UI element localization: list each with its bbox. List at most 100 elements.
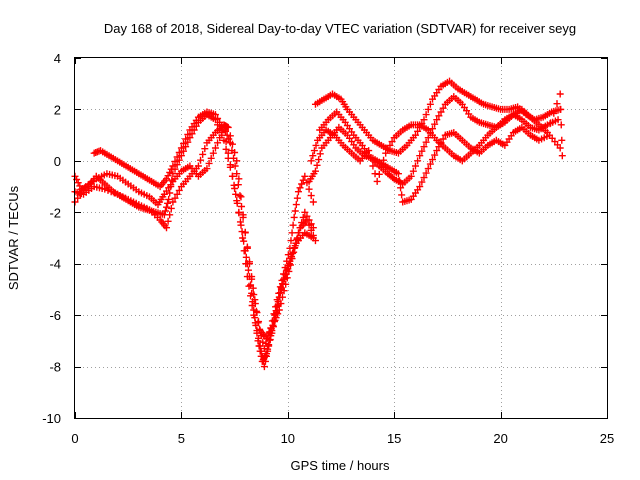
series-track: [71, 121, 317, 342]
data-point-interp: [248, 275, 256, 283]
data-point-interp: [315, 156, 323, 164]
data-point: [211, 144, 219, 152]
data-point-interp: [284, 251, 292, 259]
data-point-interp: [298, 219, 306, 227]
data-point-interp: [550, 109, 558, 117]
data-point-interp: [386, 141, 394, 149]
series-track: [71, 123, 317, 353]
data-point-interp: [426, 160, 434, 168]
data-point: [250, 291, 258, 299]
data-point-interp: [299, 213, 307, 221]
data-point-interp: [375, 170, 383, 178]
data-point-interp: [426, 100, 434, 108]
data-point: [260, 345, 268, 353]
series-track: [307, 90, 566, 185]
data-point: [169, 198, 177, 206]
data-point: [556, 90, 564, 98]
data-point-interp: [164, 199, 172, 207]
data-point: [307, 157, 315, 165]
data-point-interp: [388, 138, 396, 146]
data-point: [394, 170, 402, 178]
data-point-interp: [422, 169, 430, 177]
data-point-interp: [293, 235, 301, 243]
data-point: [211, 111, 219, 119]
data-point-interp: [164, 217, 172, 225]
data-point-interp: [307, 220, 315, 228]
data-point-interp: [275, 289, 283, 297]
data-point: [309, 224, 317, 232]
data-point: [203, 165, 211, 173]
data-point-interp: [285, 267, 293, 275]
data-point-interp: [107, 188, 115, 196]
y-tick-label: 0: [54, 154, 61, 169]
data-point: [169, 162, 177, 170]
data-point-interp: [226, 132, 234, 140]
data-point-interp: [377, 163, 385, 171]
data-point-interp: [216, 118, 224, 126]
data-point-interp: [168, 176, 176, 184]
data-point: [554, 116, 562, 124]
data-point-interp: [264, 331, 272, 339]
data-point-interp: [244, 266, 252, 274]
data-point-interp: [237, 193, 245, 201]
data-point-interp: [173, 153, 181, 161]
x-tick-label: 0: [71, 431, 78, 446]
data-point: [420, 116, 428, 124]
data-point-interp: [409, 167, 417, 175]
data-point: [424, 134, 432, 142]
data-point-interp: [261, 357, 269, 365]
data-point: [260, 363, 268, 371]
data-point-interp: [420, 174, 428, 182]
data-point-interp: [286, 261, 294, 269]
data-point: [294, 188, 302, 196]
data-point: [433, 147, 441, 155]
data-point-interp: [431, 151, 439, 159]
data-point-interp: [369, 162, 377, 170]
data-point-interp: [214, 139, 222, 147]
data-point-interp: [167, 204, 175, 212]
data-point-interp: [439, 104, 447, 112]
data-point: [275, 306, 283, 314]
data-point: [237, 221, 245, 229]
data-point-interp: [164, 172, 172, 180]
y-tick-label: -2: [49, 205, 61, 220]
y-tick-label: -8: [49, 360, 61, 375]
data-point: [228, 172, 236, 180]
data-point: [382, 149, 390, 157]
data-point: [311, 237, 319, 245]
data-point: [165, 195, 173, 203]
data-point-interp: [271, 318, 278, 326]
data-point: [163, 175, 171, 183]
data-point: [263, 334, 271, 342]
data-point-interp: [367, 154, 375, 162]
data-point-interp: [553, 100, 561, 108]
data-point-interp: [288, 229, 296, 237]
x-tick-label: 15: [387, 431, 401, 446]
data-point-interp: [424, 105, 432, 113]
data-point-interp: [266, 328, 274, 336]
data-point-interp: [398, 191, 406, 199]
data-point-interp: [231, 149, 239, 156]
data-point-interp: [199, 150, 207, 158]
data-point-interp: [316, 150, 324, 158]
data-point: [233, 157, 241, 165]
axis-ticks: 0 5 10 15 20 25 -10 -8 -6 -4 -2 0 2 4: [42, 51, 614, 446]
x-tick-label: 25: [600, 431, 614, 446]
data-point-interp: [272, 303, 280, 311]
data-point-interp: [214, 114, 222, 122]
series-track: [71, 111, 317, 365]
data-point-interp: [280, 287, 288, 295]
data-point-interp: [207, 154, 215, 162]
data-point-interp: [303, 212, 311, 220]
data-point-interp: [380, 156, 388, 164]
data-point-interp: [166, 211, 174, 219]
data-point-interp: [225, 135, 233, 143]
data-point-interp: [263, 352, 271, 360]
data-point-interp: [305, 216, 313, 224]
data-point: [286, 244, 294, 252]
data-point: [301, 208, 309, 216]
data-point-interp: [110, 189, 118, 197]
data-point-interp: [277, 300, 285, 308]
series-track: [90, 108, 319, 371]
